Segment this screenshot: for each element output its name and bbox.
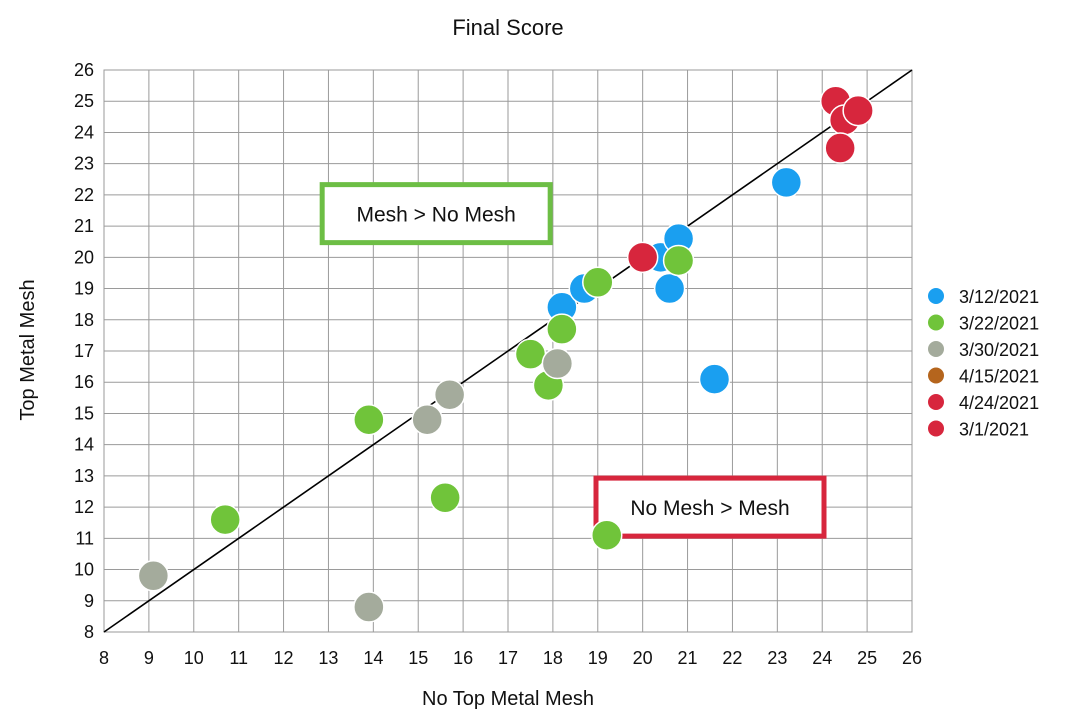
data-point (582, 266, 614, 299)
legend-marker (928, 394, 944, 410)
y-tick-label: 14 (74, 435, 94, 455)
y-tick-label: 19 (74, 279, 94, 299)
data-point (541, 347, 574, 380)
y-axis-label: Top Metal Mesh (17, 279, 39, 420)
x-tick-label: 21 (678, 648, 698, 668)
x-tick-label: 10 (184, 648, 204, 668)
data-point (824, 132, 856, 164)
x-tick-label: 13 (318, 648, 338, 668)
legend-marker (928, 367, 944, 384)
data-points (137, 85, 874, 623)
y-tick-label: 8 (84, 622, 94, 642)
data-point (137, 560, 170, 592)
legend-label: 3/12/2021 (959, 287, 1039, 307)
annotation-text: No Mesh > Mesh (630, 497, 789, 520)
x-tick-label: 23 (767, 648, 787, 668)
y-tick-label: 10 (74, 560, 94, 580)
x-tick-label: 14 (363, 648, 383, 668)
legend-label: 3/22/2021 (959, 314, 1039, 334)
y-tick-label: 22 (74, 185, 94, 205)
x-tick-label: 8 (99, 648, 109, 668)
data-point (626, 241, 659, 274)
x-tick-label: 18 (543, 648, 563, 668)
x-tick-label: 19 (588, 648, 608, 668)
x-tick-label: 15 (408, 648, 428, 668)
y-tick-label: 13 (74, 466, 94, 486)
y-tick-label: 16 (74, 372, 94, 392)
y-tick-label: 20 (74, 247, 94, 267)
y-tick-label: 24 (74, 122, 94, 142)
annotation-boxes: Mesh > No Mesh No Mesh > Mesh (319, 182, 827, 539)
legend-label: 4/24/2021 (959, 393, 1039, 413)
data-point (591, 519, 623, 551)
annotation-box (593, 475, 827, 539)
tick-labels: 8 9 10 11 12 13 14 15 16 17 18 19 20 21 22 23 24 25 26 8 9 10… (74, 60, 922, 668)
legend-marker (928, 314, 944, 331)
data-point (433, 378, 466, 411)
legend: 3/12/2021 3/22/2021 3/30/2021 4/15/2021 4/24… (928, 287, 1039, 440)
y-tick-label: 18 (74, 310, 94, 330)
x-tick-label: 11 (229, 648, 248, 668)
data-point (698, 363, 731, 395)
annotation-box (319, 182, 553, 246)
y-tick-label: 11 (75, 528, 94, 548)
data-point (662, 244, 695, 277)
annotation-text: Mesh > No Mesh (357, 204, 516, 227)
y-tick-label: 26 (74, 60, 94, 80)
data-point (770, 166, 803, 199)
x-tick-label: 9 (144, 648, 154, 668)
y-tick-label: 17 (74, 341, 94, 361)
data-point (653, 272, 686, 305)
x-tick-label: 22 (722, 648, 742, 668)
legend-label: 3/30/2021 (959, 340, 1039, 360)
y-tick-label: 15 (74, 403, 94, 423)
reference-line (103, 69, 913, 633)
x-tick-label: 26 (902, 648, 922, 668)
chart-title: Final Score (452, 15, 563, 40)
x-tick-label: 25 (857, 648, 877, 668)
data-point (842, 94, 874, 127)
y-tick-label: 21 (74, 216, 94, 236)
y-tick-label: 23 (74, 154, 94, 174)
data-point (411, 403, 443, 436)
x-tick-label: 12 (274, 648, 294, 668)
x-axis-label: No Top Metal Mesh (422, 688, 594, 710)
legend-marker (928, 341, 944, 357)
legend-marker (928, 288, 944, 304)
x-tick-label: 16 (453, 648, 473, 668)
y-tick-label: 12 (74, 497, 94, 517)
x-tick-label: 17 (498, 648, 518, 668)
data-point (353, 403, 385, 436)
legend-label: 4/15/2021 (959, 367, 1039, 387)
data-point (429, 481, 461, 514)
data-point (546, 313, 578, 345)
data-point (209, 503, 241, 536)
y-tick-label: 25 (74, 91, 94, 111)
legend-marker (928, 420, 944, 437)
data-point (514, 338, 547, 370)
x-tick-label: 24 (812, 648, 832, 668)
data-point (353, 591, 385, 623)
legend-label: 3/1/2021 (959, 420, 1029, 440)
y-tick-label: 9 (84, 591, 94, 611)
x-tick-label: 20 (633, 648, 653, 668)
